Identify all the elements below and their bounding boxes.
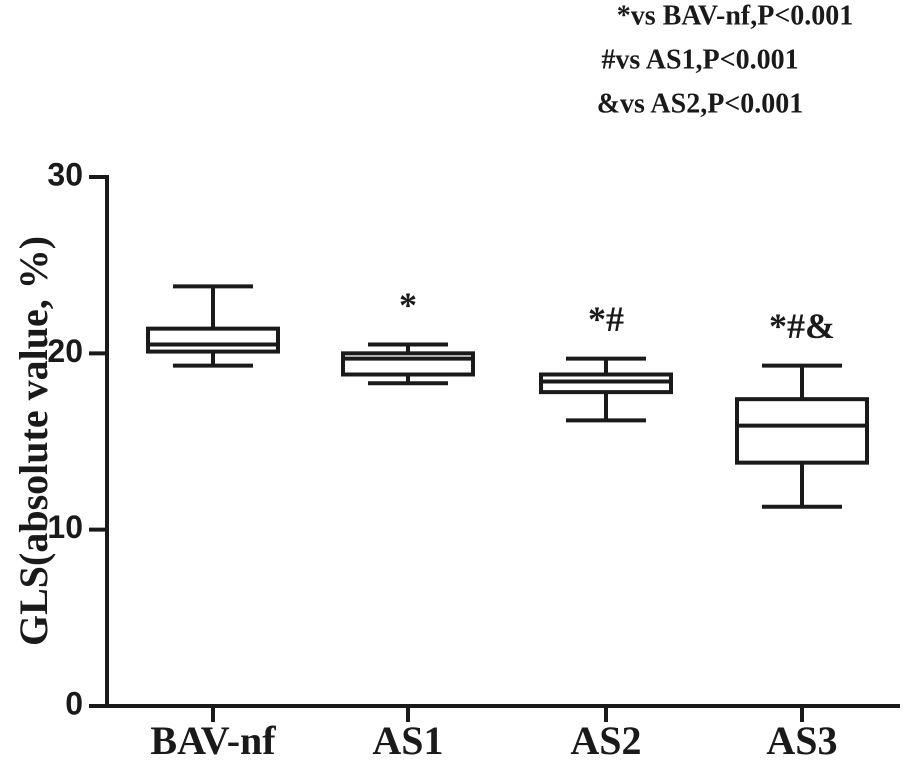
y-tick-label: 30	[47, 156, 83, 192]
box	[735, 397, 869, 465]
note: &vs AS2,P<0.001	[597, 88, 804, 119]
x-tick-label: AS3	[766, 718, 837, 763]
x-tick-label: AS1	[372, 718, 443, 763]
x-tick-label: BAV-nf	[150, 718, 276, 763]
y-tick-label: 0	[65, 685, 83, 721]
x-tick-label: AS2	[570, 718, 641, 763]
y-tick-label: 10	[47, 509, 83, 545]
significance-label: *#	[588, 299, 624, 339]
note: #vs AS1,P<0.001	[601, 44, 798, 75]
significance-label: *	[399, 285, 417, 325]
box	[146, 326, 280, 354]
y-tick-label: 20	[47, 333, 83, 369]
significance-label: *#&	[769, 306, 835, 346]
box	[341, 351, 475, 377]
note: *vs BAV-nf,P<0.001	[617, 0, 854, 31]
y-axis-label: GLS(absolute value, %)	[11, 236, 56, 646]
